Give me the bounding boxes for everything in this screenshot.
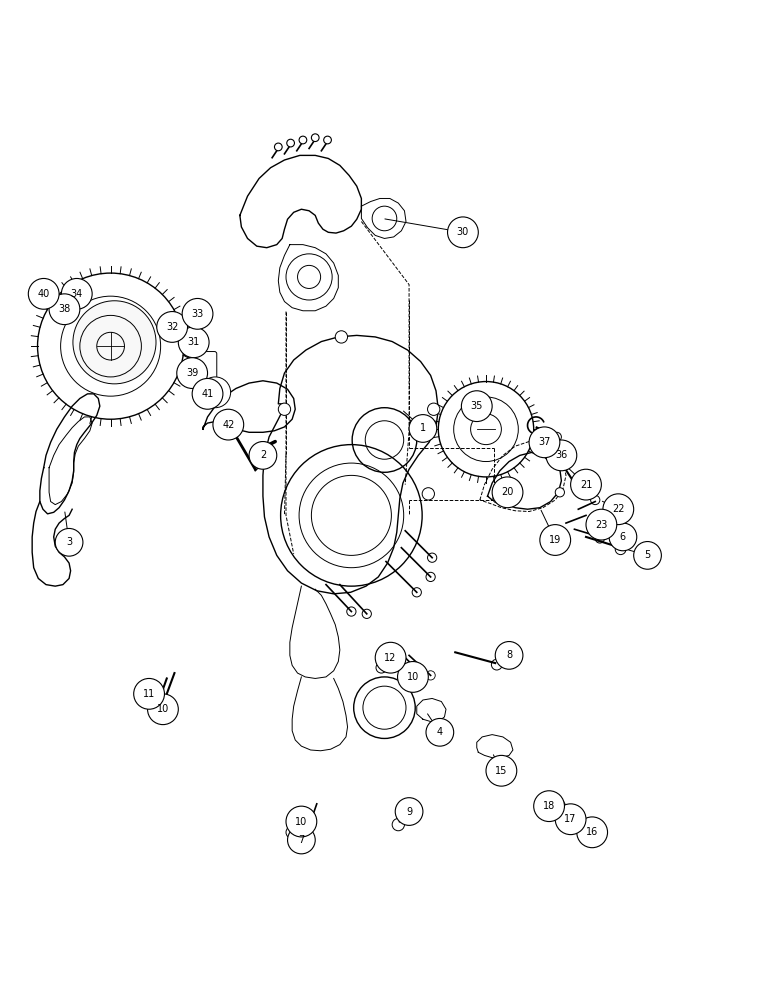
- Text: 38: 38: [59, 304, 70, 314]
- Circle shape: [279, 403, 290, 415]
- Circle shape: [486, 755, 516, 786]
- Circle shape: [428, 403, 440, 415]
- Circle shape: [62, 278, 92, 309]
- Circle shape: [422, 488, 435, 500]
- Circle shape: [178, 327, 209, 358]
- Text: 41: 41: [201, 389, 214, 399]
- Circle shape: [213, 409, 244, 440]
- Circle shape: [286, 139, 294, 147]
- Circle shape: [56, 528, 83, 556]
- FancyBboxPatch shape: [195, 352, 217, 381]
- Text: 20: 20: [501, 487, 513, 497]
- Text: 8: 8: [506, 650, 512, 660]
- Text: 19: 19: [549, 535, 561, 545]
- Circle shape: [177, 358, 208, 388]
- Circle shape: [586, 509, 617, 540]
- Circle shape: [29, 278, 59, 309]
- Circle shape: [398, 662, 428, 692]
- Text: 2: 2: [260, 450, 266, 460]
- Text: 11: 11: [143, 689, 155, 699]
- Circle shape: [157, 312, 188, 342]
- Text: 5: 5: [645, 550, 651, 560]
- Circle shape: [462, 391, 493, 422]
- Text: 17: 17: [564, 814, 577, 824]
- Circle shape: [395, 798, 423, 825]
- Text: 10: 10: [295, 817, 307, 827]
- Text: 9: 9: [406, 807, 412, 817]
- Circle shape: [555, 804, 586, 835]
- Circle shape: [544, 451, 554, 460]
- Text: 30: 30: [457, 227, 469, 237]
- Text: 15: 15: [495, 766, 507, 776]
- Circle shape: [533, 791, 564, 822]
- Circle shape: [182, 298, 213, 329]
- Text: 37: 37: [538, 437, 550, 447]
- Circle shape: [249, 442, 277, 469]
- Text: 23: 23: [595, 520, 608, 530]
- Text: 1: 1: [420, 423, 426, 433]
- Text: 16: 16: [586, 827, 598, 837]
- Circle shape: [493, 477, 523, 508]
- Ellipse shape: [73, 301, 156, 384]
- Text: 31: 31: [188, 337, 200, 347]
- Circle shape: [286, 806, 317, 837]
- Circle shape: [49, 294, 80, 325]
- Circle shape: [571, 469, 601, 500]
- Circle shape: [147, 694, 178, 725]
- Circle shape: [493, 494, 502, 503]
- Text: 12: 12: [384, 653, 397, 663]
- Circle shape: [426, 718, 454, 746]
- Text: 32: 32: [166, 322, 178, 332]
- Text: 35: 35: [471, 401, 483, 411]
- Text: 6: 6: [620, 532, 626, 542]
- Circle shape: [287, 826, 315, 854]
- Circle shape: [546, 440, 577, 471]
- Circle shape: [634, 542, 662, 569]
- Circle shape: [275, 143, 282, 151]
- Text: 18: 18: [543, 801, 555, 811]
- Text: 4: 4: [437, 727, 443, 737]
- Circle shape: [603, 494, 634, 525]
- Circle shape: [555, 488, 564, 497]
- Text: 21: 21: [580, 480, 592, 490]
- Circle shape: [200, 377, 231, 408]
- Circle shape: [577, 817, 608, 848]
- Circle shape: [299, 136, 306, 144]
- Text: 39: 39: [186, 368, 198, 378]
- Text: 36: 36: [555, 450, 567, 460]
- Circle shape: [192, 378, 223, 409]
- Circle shape: [311, 134, 319, 142]
- Text: 40: 40: [38, 289, 50, 299]
- Text: 10: 10: [157, 704, 169, 714]
- Text: 33: 33: [191, 309, 204, 319]
- Text: 7: 7: [298, 835, 304, 845]
- Circle shape: [540, 525, 571, 555]
- Circle shape: [323, 136, 331, 144]
- Text: 3: 3: [66, 537, 72, 547]
- Circle shape: [257, 442, 269, 454]
- Circle shape: [529, 427, 560, 458]
- Text: 10: 10: [407, 672, 419, 682]
- Circle shape: [409, 415, 437, 442]
- Text: 34: 34: [71, 289, 83, 299]
- Circle shape: [609, 523, 637, 551]
- Circle shape: [134, 678, 164, 709]
- Text: 22: 22: [612, 504, 625, 514]
- Text: 42: 42: [222, 420, 235, 430]
- Circle shape: [335, 331, 347, 343]
- Circle shape: [495, 642, 523, 669]
- Circle shape: [375, 642, 406, 673]
- Circle shape: [448, 217, 479, 248]
